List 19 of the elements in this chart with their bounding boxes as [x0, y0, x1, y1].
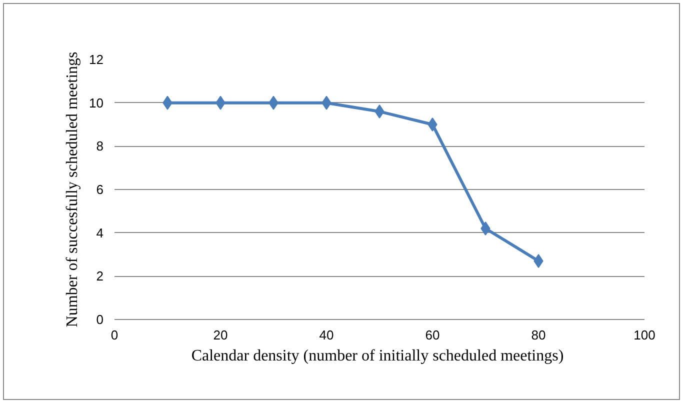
y-tick-label: 2	[96, 268, 104, 284]
y-tick-label: 4	[96, 225, 104, 240]
x-tick-label: 100	[634, 328, 656, 342]
y-tick-label: 10	[89, 95, 104, 110]
y-axis-title: Number of succesfully scheduled meetings	[64, 52, 82, 328]
x-tick-label: 40	[319, 328, 334, 342]
y-tick-label: 12	[89, 52, 104, 67]
x-tick-label: 80	[531, 328, 546, 342]
y-tick-label: 8	[96, 138, 104, 154]
point	[374, 104, 384, 118]
point	[534, 254, 544, 268]
point	[480, 222, 490, 236]
x-tick-label: 20	[213, 328, 228, 342]
y-tick-label: 6	[96, 182, 104, 197]
x-tick-label: 0	[110, 328, 118, 342]
y-tick-label: 0	[96, 312, 104, 327]
x-tick-label: 60	[425, 328, 440, 342]
point	[428, 118, 438, 132]
x-axis-title: Calendar density (number of initially scheduled meetings)	[191, 348, 564, 364]
